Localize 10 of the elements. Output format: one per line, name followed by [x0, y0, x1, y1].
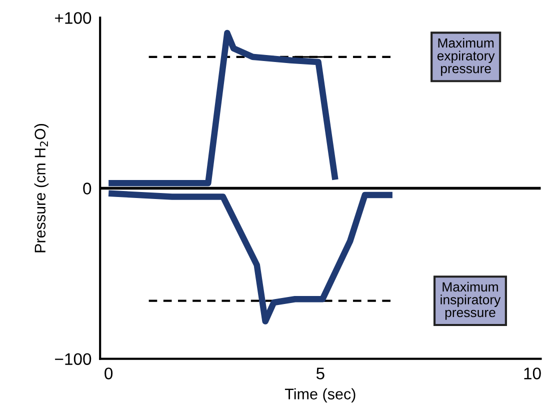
x-axis-title: Time (sec) [284, 388, 356, 402]
y-tick-label: −100 [55, 353, 92, 366]
annotation: Maximum inspiratory pressure [440, 282, 501, 320]
x-tick-label: 10 [524, 368, 541, 380]
y-tick-label: +100 [55, 12, 92, 24]
x-tick-label: 0 [104, 368, 113, 380]
x-tick-label: 5 [316, 368, 324, 380]
y-tick-label: 0 [83, 182, 92, 194]
annotation: Maximum expiratory pressure [437, 38, 495, 76]
y-axis-title: Pressure (cm H$_{2}$O) [34, 124, 49, 252]
